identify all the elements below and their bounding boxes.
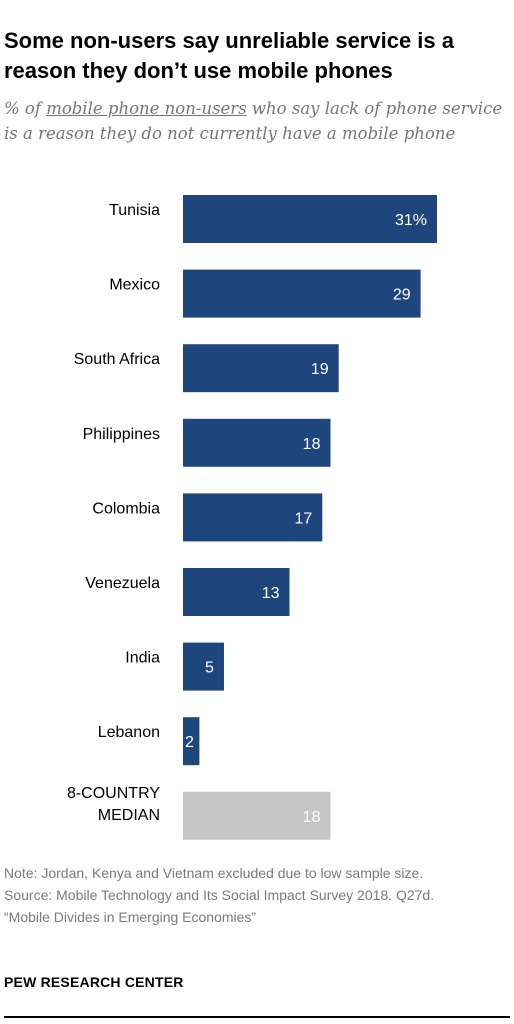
category-label: Philippines [83,426,160,443]
subtitle-prefix: % of [4,99,47,118]
subtitle-suffix: who say lack of phone service is a reaso… [4,99,503,143]
subtitle-underlined-term: mobile phone non-users [46,99,247,118]
bar [183,269,421,318]
top-rule [0,0,514,4]
bar-row: Philippines 18 [83,418,331,467]
bar [183,195,437,243]
value-label: 17 [294,510,312,527]
bar [183,344,339,393]
value-label: 29 [393,287,411,304]
pew-logo-text: PEW RESEARCH CENTER [4,974,184,990]
category-label: Venezuela [85,575,160,592]
bar-row: Venezuela 13 [85,568,290,616]
category-label: South Africa [74,351,160,368]
category-label: Lebanon [98,724,160,741]
value-label: 5 [205,660,214,677]
bar-row: Tunisia 31% [109,195,437,243]
category-label: 8-COUNTRY MEDIAN [67,785,160,824]
bar [183,717,200,766]
value-label: 2 [185,734,194,751]
note-text: Note: Jordan, Kenya and Vietnam excluded… [4,865,424,881]
value-label: 19 [311,361,329,378]
value-label: 31% [395,212,427,229]
bar [183,642,224,691]
bar-row: South Africa 19 [74,344,339,393]
chart-title: Some non-users say unreliable service is… [4,28,454,83]
category-label: Mexico [109,277,160,294]
bar-row: India 5 [125,642,224,691]
report-title: “Mobile Divides in Emerging Economies” [4,909,257,925]
bar-chart: Tunisia 31% Mexico 29 South Africa 19 Philippi… [67,195,437,840]
bottom-rule [4,1016,510,1018]
median-bar [183,791,331,840]
category-label: Colombia [92,500,160,517]
source-text: Source: Mobile Technology and Its Social… [4,887,435,903]
bar [183,493,323,542]
category-label: Tunisia [109,202,160,219]
bar [183,418,331,467]
bar-row: Mexico 29 [109,269,421,318]
bar [183,568,290,616]
bar-row: Lebanon 2 [98,717,200,766]
bar-row: Colombia 17 [92,493,323,542]
bar-row: 8-COUNTRY MEDIAN 18 [67,785,331,840]
category-label: India [125,650,160,667]
value-label: 18 [303,436,321,453]
value-label: 18 [303,809,321,826]
value-label: 13 [262,585,280,602]
chart-notes: Note: Jordan, Kenya and Vietnam excluded… [4,862,510,928]
chart-subtitle: % of mobile phone non-users who say lack… [4,96,504,146]
